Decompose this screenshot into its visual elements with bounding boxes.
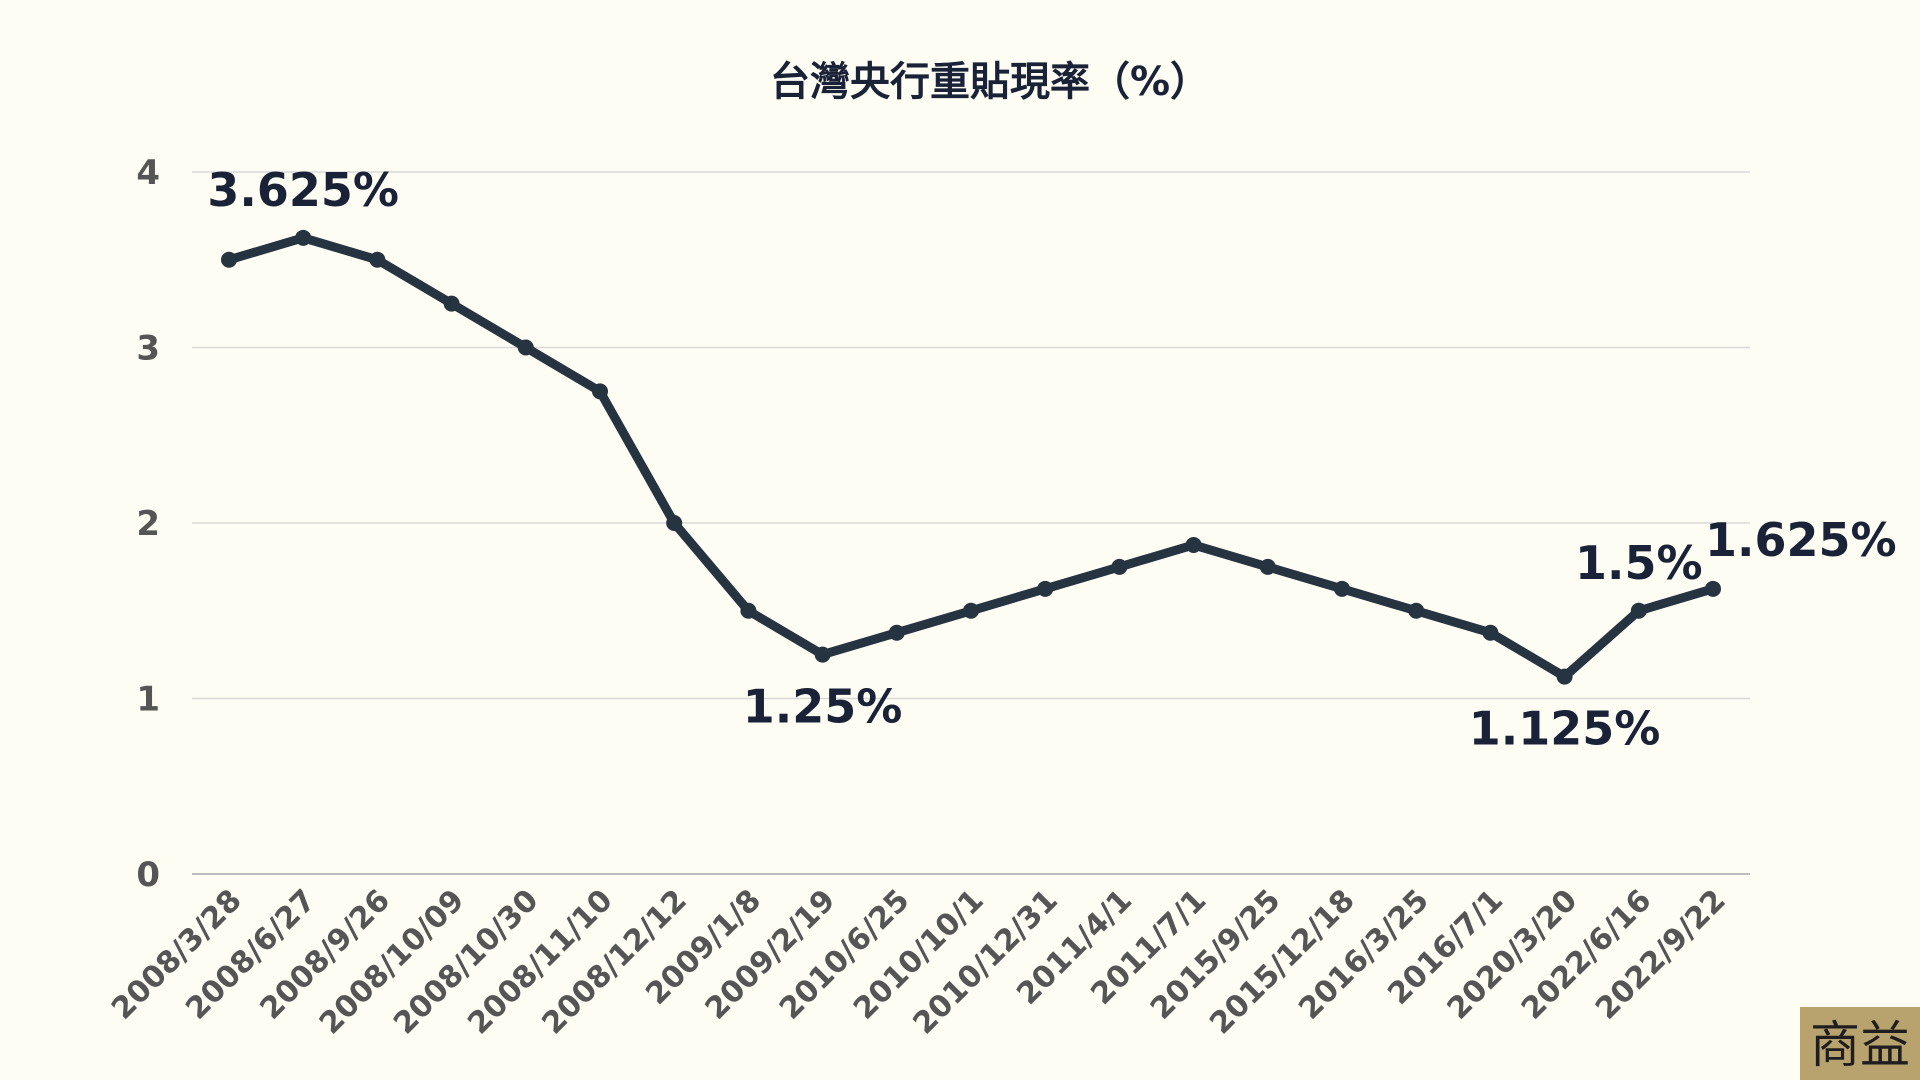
data-point [443,295,460,312]
data-point [888,624,905,641]
grid-lines [192,171,1750,875]
y-tick-label: 3 [136,329,160,369]
data-point [369,251,386,268]
data-point [1705,580,1721,597]
y-tick-label: 4 [136,153,160,193]
data-point [1334,580,1350,597]
data-point [1630,602,1647,619]
data-point [963,602,979,619]
data-label: 1.625% [1705,513,1897,567]
data-label: 1.5% [1575,536,1703,590]
y-tick-label: 1 [136,680,160,720]
data-labels: 3.625% 1.25% 1.125% 1.5% 1.625% [207,163,1896,756]
data-label: 1.125% [1469,702,1661,756]
data-point [814,646,831,663]
series-group [221,229,1721,685]
data-point [295,229,312,246]
y-tick-label: 0 [136,855,160,895]
data-point [1111,558,1128,575]
data-point [666,515,683,531]
data-point [221,251,237,268]
data-point [1482,624,1499,641]
data-label: 3.625% [207,163,399,217]
data-label: 1.25% [743,680,903,734]
brand-logo: 商益 [1800,1007,1920,1080]
y-axis-ticks: 0 1 2 3 4 [136,153,160,895]
logo-background [1800,1007,1920,1080]
data-point [740,602,757,619]
chart-title: 台灣央行重貼現率（%） [770,59,1210,105]
x-axis-ticks: 2008/3/282008/6/272008/9/262008/10/09200… [105,883,1733,1041]
data-point [1408,602,1425,619]
data-point [1185,536,1202,553]
data-point [1037,580,1054,597]
logo-text: 商益 [1810,1016,1910,1074]
data-point [1259,558,1276,575]
data-point [592,383,608,400]
data-point [1556,668,1573,685]
y-tick-label: 2 [136,504,160,544]
data-point [517,339,534,356]
